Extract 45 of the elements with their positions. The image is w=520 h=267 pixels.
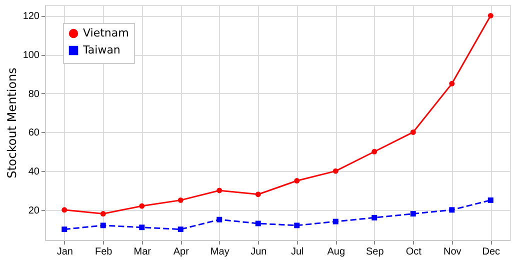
x-tick-label: May <box>210 246 230 258</box>
point <box>255 192 261 198</box>
x-tick-label: Jan <box>56 246 73 258</box>
point <box>332 218 338 224</box>
point <box>410 211 416 217</box>
y-tick-label: 60 <box>28 128 40 139</box>
x-tick-label: Feb <box>95 246 113 258</box>
point <box>62 207 68 213</box>
y-axis-title: Stockout Mentions <box>4 68 19 178</box>
point <box>62 226 68 232</box>
point <box>449 207 455 213</box>
point <box>488 12 494 18</box>
point <box>216 216 222 222</box>
x-tick-label: Mar <box>134 246 152 258</box>
point <box>255 220 261 226</box>
y-tick-label: 80 <box>28 88 40 100</box>
y-tick-label: 120 <box>22 11 40 22</box>
point <box>139 203 145 209</box>
x-tick-label: Jun <box>250 246 267 258</box>
point <box>178 197 184 203</box>
x-tick-label: Dec <box>482 246 500 258</box>
x-tick-label: Apr <box>173 246 190 258</box>
point <box>332 168 338 174</box>
x-tick-label: Oct <box>406 246 422 258</box>
x-tick-label: Aug <box>327 246 346 258</box>
point <box>449 80 455 86</box>
point <box>294 222 300 228</box>
point <box>178 226 184 232</box>
point <box>216 188 222 194</box>
legend-label: Taiwan <box>82 44 120 56</box>
point <box>410 129 416 135</box>
point <box>100 222 106 228</box>
point <box>372 214 378 220</box>
point <box>294 178 300 184</box>
x-tick-label: Sep <box>366 246 384 258</box>
y-tick-label: 40 <box>28 166 40 178</box>
point <box>372 148 378 154</box>
x-tick-label: Jul <box>290 246 304 258</box>
y-tick-label: 100 <box>22 50 40 62</box>
point <box>488 197 494 203</box>
point <box>100 211 106 217</box>
legend-label: Vietnam <box>83 26 129 40</box>
x-tick-label: Nov <box>443 246 462 258</box>
point <box>139 224 145 230</box>
y-tick-label: 20 <box>28 205 40 216</box>
